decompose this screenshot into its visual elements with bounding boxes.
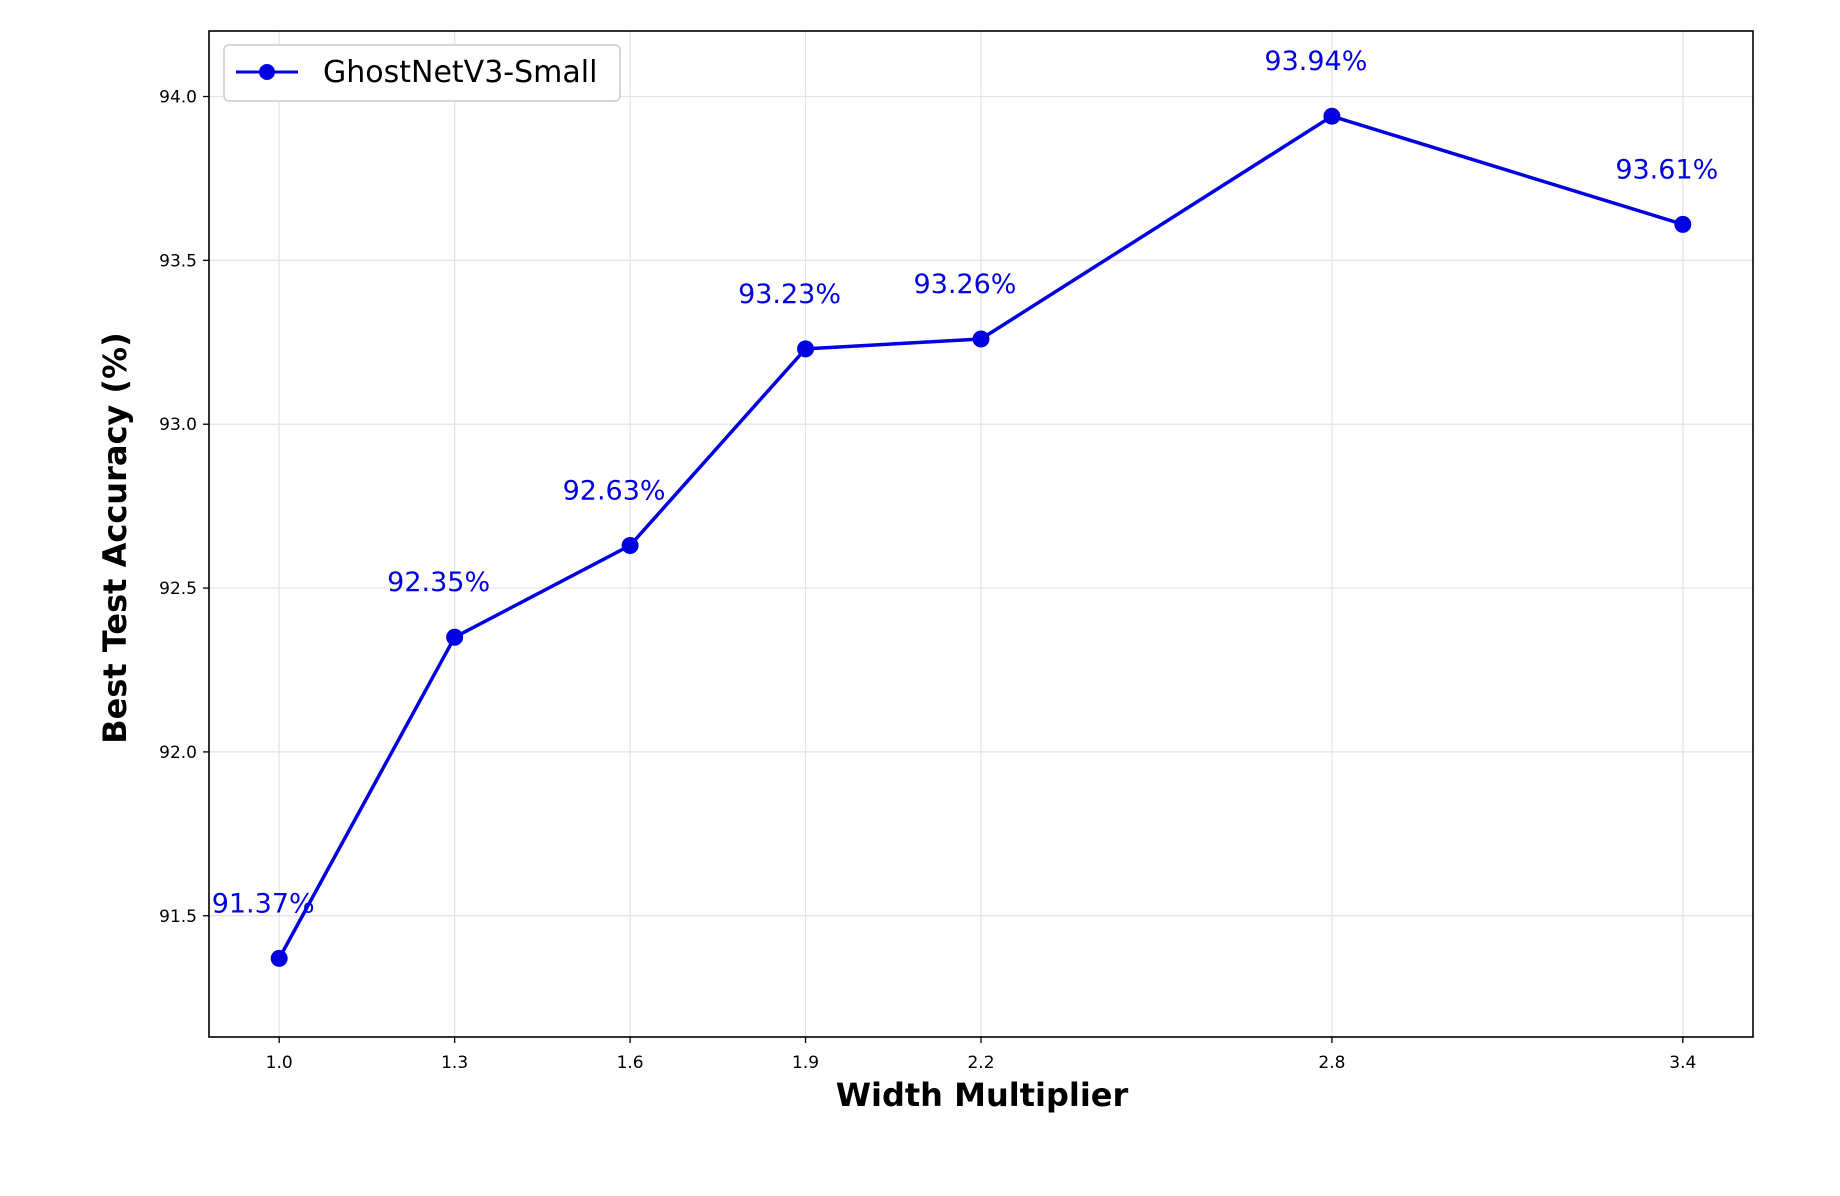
data-point-label: 91.37% [212, 888, 315, 919]
data-point [1323, 107, 1341, 125]
legend-series-label: GhostNetV3-Small [323, 55, 597, 90]
legend-box [223, 44, 621, 102]
y-tick-label: 92.5 [159, 579, 197, 599]
legend: GhostNetV3-Small [223, 44, 621, 102]
x-axis-title: Width Multiplier [836, 1076, 1129, 1114]
data-point [972, 330, 990, 348]
x-tick-label: 2.2 [967, 1053, 994, 1073]
y-axis-title: Best Test Accuracy (%) [96, 332, 134, 743]
y-tick-label: 93.0 [159, 415, 197, 435]
data-point [446, 628, 464, 646]
data-point-label: 92.35% [387, 567, 490, 598]
data-point-label: 93.23% [738, 279, 841, 310]
x-tick-label: 1.3 [441, 1053, 468, 1073]
axis-ticks: 1.0 1.3 1.6 1.9 2.2 2.8 3.4 91.5 92.0 92.5 93.0 93.… [159, 88, 1696, 1073]
data-point-label: 93.61% [1615, 154, 1718, 185]
x-tick-label: 3.4 [1669, 1053, 1696, 1073]
grid [209, 31, 1753, 1037]
data-point-label: 92.63% [563, 475, 666, 506]
x-tick-label: 2.8 [1318, 1053, 1345, 1073]
data-labels: 91.37% 92.35% 92.63% 93.23% 93.26% 93.94% 93.6… [212, 46, 1719, 919]
x-tick-label: 1.0 [266, 1053, 293, 1073]
x-tick-label: 1.6 [617, 1053, 644, 1073]
data-point [270, 949, 288, 967]
y-tick-label: 91.5 [159, 907, 197, 927]
y-tick-label: 93.5 [159, 251, 197, 271]
data-point [797, 340, 815, 358]
series-layer [270, 107, 1692, 967]
y-tick-label: 92.0 [159, 743, 197, 763]
data-point [621, 536, 639, 554]
y-tick-label: 94.0 [159, 88, 197, 108]
x-tick-label: 1.9 [792, 1053, 819, 1073]
legend-marker [259, 64, 275, 80]
data-point-label: 93.26% [914, 269, 1017, 300]
data-point-label: 93.94% [1264, 46, 1367, 77]
data-point [1674, 215, 1692, 233]
